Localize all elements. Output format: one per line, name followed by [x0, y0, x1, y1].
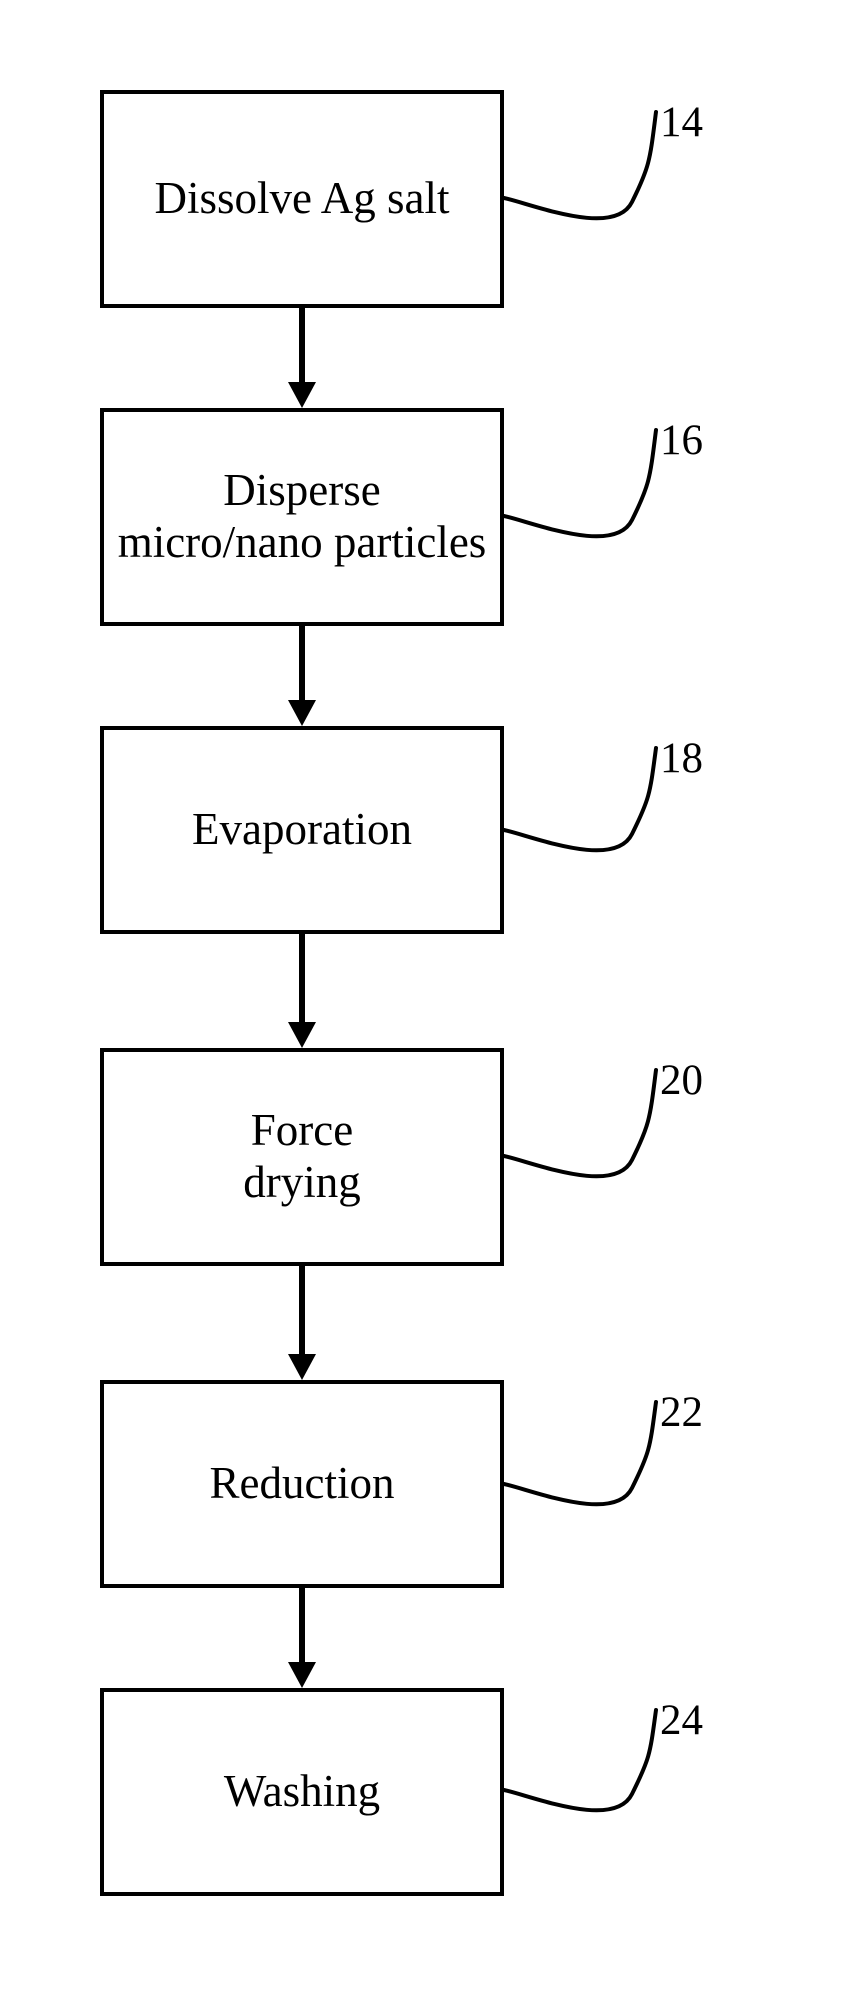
step-force-drying-connector: [500, 1066, 774, 1204]
arrow-2-to-3: [288, 934, 316, 1048]
arrow-line: [299, 1266, 305, 1354]
step-dissolve-text: Dissolve Ag salt: [154, 173, 449, 225]
step-reduction-text: Reduction: [210, 1458, 395, 1510]
step-dissolve-connector: [500, 108, 774, 246]
arrow-head-icon: [288, 1662, 316, 1688]
step-reduction-connector: [500, 1398, 774, 1532]
step-force-drying-label: 20: [660, 1056, 703, 1105]
step-disperse-label: 16: [660, 416, 703, 465]
arrow-1-to-2: [288, 626, 316, 726]
arrow-0-to-1: [288, 308, 316, 408]
step-disperse-box: Dispersemicro/nano particles: [100, 408, 504, 626]
arrow-line: [299, 308, 305, 382]
step-force-drying-text: Forcedrying: [243, 1105, 361, 1209]
arrow-3-to-4: [288, 1266, 316, 1380]
step-evaporation-text: Evaporation: [192, 804, 412, 856]
step-force-drying-box: Forcedrying: [100, 1048, 504, 1266]
step-disperse-text: Dispersemicro/nano particles: [118, 465, 487, 569]
arrow-head-icon: [288, 1354, 316, 1380]
step-disperse-connector: [500, 426, 774, 564]
arrow-head-icon: [288, 700, 316, 726]
arrow-4-to-5: [288, 1588, 316, 1688]
step-reduction-box: Reduction: [100, 1380, 504, 1588]
step-reduction-label: 22: [660, 1388, 703, 1437]
step-washing-box: Washing: [100, 1688, 504, 1896]
arrow-line: [299, 934, 305, 1022]
step-evaporation-box: Evaporation: [100, 726, 504, 934]
step-dissolve-box: Dissolve Ag salt: [100, 90, 504, 308]
step-washing-connector: [500, 1706, 774, 1838]
arrow-line: [299, 1588, 305, 1662]
step-evaporation-label: 18: [660, 734, 703, 783]
step-dissolve-label: 14: [660, 98, 703, 147]
arrow-head-icon: [288, 382, 316, 408]
step-evaporation-connector: [500, 744, 774, 878]
step-washing-text: Washing: [224, 1766, 380, 1818]
arrow-line: [299, 626, 305, 700]
step-washing-label: 24: [660, 1696, 703, 1745]
arrow-head-icon: [288, 1022, 316, 1048]
